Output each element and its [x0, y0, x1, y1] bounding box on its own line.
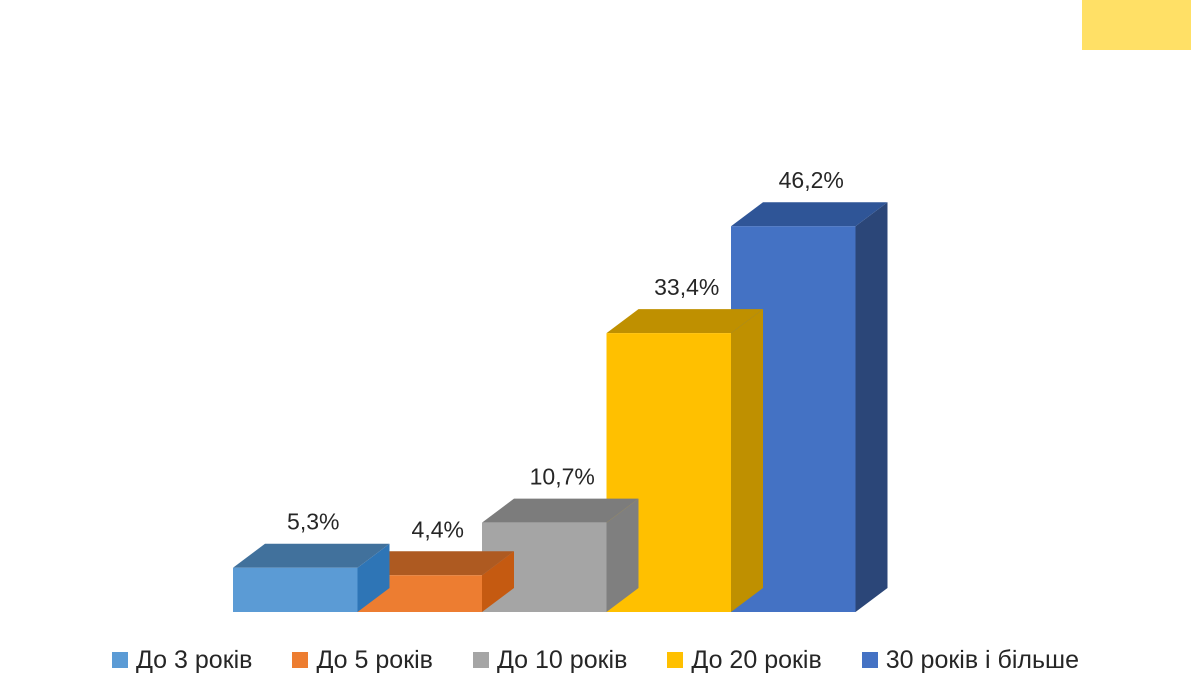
legend-swatch — [861, 652, 878, 668]
bar-top-face — [233, 543, 390, 568]
legend-label: До 5 років — [316, 645, 433, 674]
legend-swatch — [667, 652, 684, 668]
data-label: 5,3% — [287, 509, 339, 535]
legend-item: До 3 років — [111, 645, 253, 675]
legend-item: До 5 років — [292, 646, 433, 675]
data-label: 10,7% — [530, 464, 595, 490]
bar-front-face — [233, 567, 358, 612]
bar-side-face — [606, 498, 639, 612]
bar-side-face — [482, 551, 514, 612]
bar-top-face — [482, 498, 639, 523]
legend-item: До 20 років — [667, 645, 822, 675]
legend-label: До 20 років — [691, 645, 822, 674]
bar-side-face — [357, 543, 390, 612]
chart-legend: До 3 років До 5 років До 10 років До 20 рок… — [0, 640, 1191, 680]
legend-label: До 3 років — [135, 645, 253, 674]
legend-item: 30 років і більше — [861, 645, 1080, 675]
bar-1 — [233, 543, 390, 612]
legend-swatch — [292, 652, 309, 668]
legend-label: 30 років і більше — [885, 645, 1080, 674]
bar-top-face — [357, 551, 514, 576]
legend-item: До 10 років — [472, 645, 628, 675]
corner-decoration — [1082, 0, 1191, 50]
legend-label: До 10 років — [496, 645, 628, 674]
bar-side-face — [855, 202, 888, 613]
data-label: 46,2% — [779, 167, 844, 193]
bar-5 — [731, 202, 888, 613]
legend-swatch — [111, 652, 128, 668]
bar-3 — [482, 498, 639, 612]
bar-side-face — [731, 309, 763, 612]
data-label: 4,4% — [412, 516, 464, 542]
bar-top-face — [731, 202, 888, 227]
data-label: 33,4% — [654, 274, 719, 300]
legend-swatch — [472, 652, 489, 668]
bar-top-face — [606, 309, 763, 334]
